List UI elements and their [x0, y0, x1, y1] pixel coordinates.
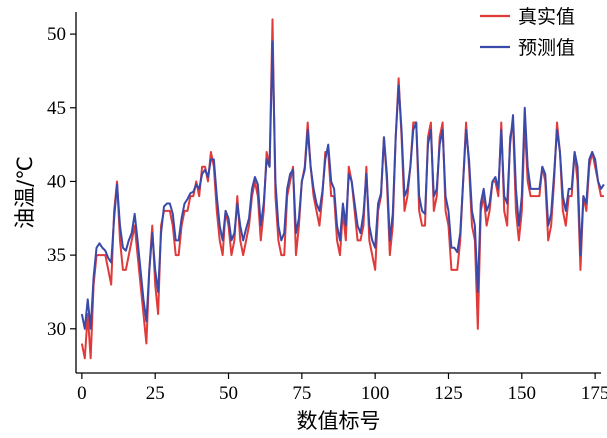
series-line-actual: [80, 18, 604, 360]
series-line-predicted: [80, 40, 605, 330]
x-tick-label: 50: [219, 383, 238, 404]
x-tick-label: 75: [292, 383, 311, 404]
y-tick-label: 30: [47, 319, 66, 340]
x-tick-label: 150: [508, 383, 537, 404]
y-axis-title: 油温/℃: [13, 156, 37, 229]
plot-area: [80, 18, 605, 360]
x-tick-label: 100: [361, 383, 390, 404]
y-tick-label: 40: [47, 171, 66, 192]
legend-label-actual: 真实值: [518, 6, 575, 28]
x-tick-label: 175: [581, 383, 607, 404]
axes: [75, 12, 601, 374]
x-tick-label: 0: [77, 383, 87, 404]
x-ticks: 0 25 50 75 100 125 150 175: [77, 373, 607, 404]
x-tick-label: 125: [434, 383, 463, 404]
x-axis-title: 数值标号: [297, 409, 381, 433]
legend: 真实值 预测值: [480, 6, 575, 59]
y-tick-label: 45: [47, 98, 66, 119]
legend-label-predicted: 预测值: [518, 37, 575, 59]
y-tick-label: 35: [47, 245, 66, 266]
x-tick-label: 25: [146, 383, 165, 404]
y-ticks: 30 35 40 45 50: [47, 24, 76, 340]
y-tick-label: 50: [47, 24, 66, 45]
